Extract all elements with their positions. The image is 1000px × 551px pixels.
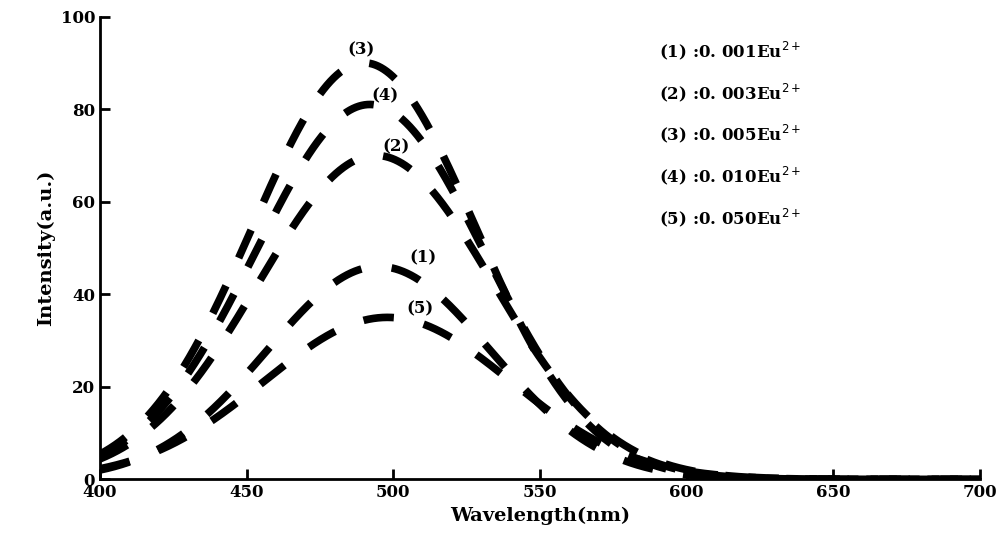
Text: (5) :0. 050Eu$^{2+}$: (5) :0. 050Eu$^{2+}$ [659,206,801,229]
Text: (4): (4) [371,88,398,105]
Text: (1): (1) [409,250,436,267]
Y-axis label: Intensity(a.u.): Intensity(a.u.) [37,170,55,326]
Text: (5): (5) [406,300,433,317]
Text: (2) :0. 003Eu$^{2+}$: (2) :0. 003Eu$^{2+}$ [659,82,801,104]
Text: (2): (2) [383,138,410,155]
X-axis label: Wavelength(nm): Wavelength(nm) [450,507,630,525]
Text: (3): (3) [347,41,375,58]
Text: (1) :0. 001Eu$^{2+}$: (1) :0. 001Eu$^{2+}$ [659,40,801,62]
Text: (4) :0. 010Eu$^{2+}$: (4) :0. 010Eu$^{2+}$ [659,165,801,187]
Text: (3) :0. 005Eu$^{2+}$: (3) :0. 005Eu$^{2+}$ [659,123,801,145]
